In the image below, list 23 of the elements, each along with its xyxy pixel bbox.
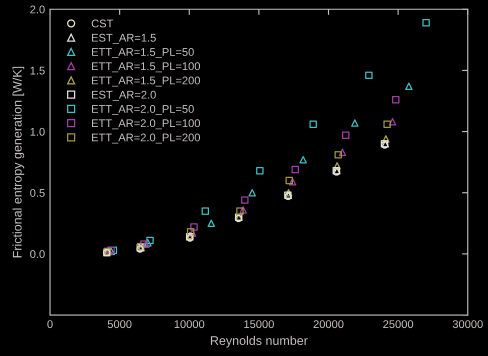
legend-label: ETT_AR=2.0_PL=50 xyxy=(92,105,194,115)
x-tick-label: 25000 xyxy=(383,320,414,328)
legend-label: EST_AR=2.0 xyxy=(92,90,156,101)
y-axis-title: Frictional entropy generation [W/K] xyxy=(12,66,24,258)
x-tick-label: 30000 xyxy=(452,320,483,328)
x-axis-title: Reynolds number xyxy=(210,336,308,348)
legend-label: ETT_AR=1.5_PL=100 xyxy=(92,62,200,72)
x-tick-label: 5000 xyxy=(108,320,132,328)
x-tick-label: 0 xyxy=(47,320,53,328)
y-tick-label: 2.0 xyxy=(30,6,45,14)
y-tick-label: 0.0 xyxy=(30,250,45,258)
x-tick-label: 10000 xyxy=(174,320,204,328)
legend-label: CST xyxy=(92,20,114,28)
legend-label: ETT_AR=1.5_PL=200 xyxy=(92,76,200,87)
y-tick-label: 1.0 xyxy=(30,128,45,136)
x-tick-label: 15000 xyxy=(244,320,274,328)
y-tick-label: 1.5 xyxy=(30,66,45,75)
y-tick-label: 0.5 xyxy=(30,189,45,197)
x-tick-label: 20000 xyxy=(314,320,344,328)
legend-label: ETT_AR=1.5_PL=50 xyxy=(92,48,194,58)
legend-label: ETT_AR=2.0_PL=200 xyxy=(92,134,200,144)
legend-label: ETT_AR=2.0_PL=100 xyxy=(92,119,200,130)
legend-label: EST_AR=1.5 xyxy=(92,34,156,44)
